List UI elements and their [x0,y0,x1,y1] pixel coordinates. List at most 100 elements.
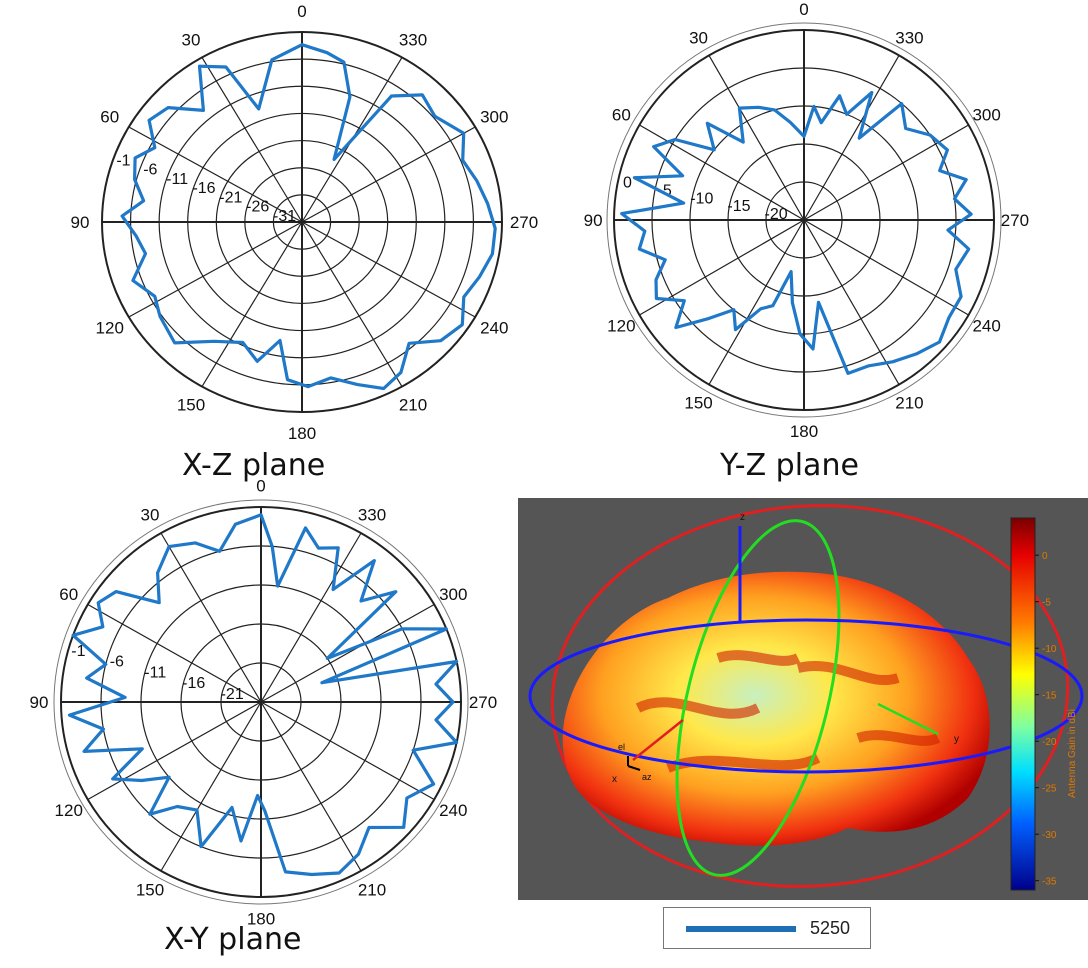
polar-grid-spoke [708,219,805,385]
radial-tick-label: -15 [727,198,750,215]
x-axis-label: x [612,774,617,785]
x-axis [632,719,684,761]
angle-tick-label: 60 [612,106,631,125]
radial-tick-label: -6 [143,162,157,179]
colorbar-tick-label: -10 [1042,644,1057,655]
radial-tick-label: -16 [182,675,205,692]
polar-grid-spoke [301,221,403,387]
angle-tick-label: 210 [399,396,427,415]
angle-tick-label: 300 [972,106,1000,125]
antenna-pattern-surface [562,571,990,846]
az-axis-label: az [642,772,652,782]
legend: 5250 [663,907,871,949]
radial-tick-label: -6 [110,654,124,671]
z-axis-label: z [740,512,745,523]
radial-tick-label: -20 [765,206,788,223]
az-axis [627,765,641,771]
y-axis [877,702,939,736]
polar-grid-spoke [260,603,435,703]
angle-tick-label: 150 [177,396,205,415]
polar-grid-spoke [128,221,303,318]
angle-tick-label: 0 [297,2,306,21]
polar-outer-border [53,499,469,905]
angle-tick-label: 60 [100,108,119,127]
angle-tick-label: 270 [1001,211,1029,230]
yz-ring [675,519,841,877]
angle-tick-label: 90 [71,213,90,232]
legend-label: 5250 [810,918,851,938]
angle-tick-label: 330 [399,30,427,49]
polar-grid-spoke [260,532,362,703]
3d-radiation-pattern: z y x az el 0 -5 -10 -15 -20 -25 -30 -35 Antenn… [518,498,1088,900]
angle-tick-label: 120 [607,316,635,335]
polar-grid-spoke [260,701,435,801]
colorbar-label: Antenna Gain in dBi [1067,709,1078,798]
radial-tick-label: -21 [219,189,242,206]
radial-tick-label: -11 [144,664,166,681]
polar-grid-spoke [201,221,303,387]
angle-tick-label: 120 [55,801,83,820]
pattern-lobes [635,650,941,773]
angle-tick-label: 240 [439,801,467,820]
polar-plot-xy: 0 30 60 90 120 150 180 210 240 270 300 330 -1 -6 -11 -1… [0,477,520,963]
colorbar [1010,517,1036,891]
y-axis-label: y [954,734,959,745]
angle-tick-label: 150 [136,880,164,899]
angle-tick-label: 30 [182,30,201,49]
plot-title-yz: Y-Z plane [720,448,859,483]
polar-grid-spoke [639,219,805,316]
radial-tick-label: -16 [192,180,215,197]
angle-tick-label: 120 [96,318,124,337]
polar-plot-yz: 0 30 60 90 120 150 180 210 240 270 300 330 0 -5 -10 -15… [560,0,1088,483]
polar-grid-spoke [160,701,262,872]
polar-xz-svg: 0 30 60 90 120 150 180 210 240 270 300 330 -1 -6 -11-1… [71,2,539,443]
colorbar-ticks: 0 -5 -10 -15 -20 -25 -30 -35 [1035,551,1057,888]
angle-tick-label: 330 [358,506,386,525]
polar-grid-spoke [803,219,969,316]
3d-pattern-svg: z y x az el 0 -5 -10 -15 -20 -25 -30 -35 Antenn… [518,498,1088,900]
polar-grid-spoke [301,126,476,223]
angle-tick-label: 30 [141,506,160,525]
angle-tick-label: 270 [510,213,538,232]
polar-grid-spoke [708,55,805,221]
radial-tick-label: -1 [116,152,130,169]
angle-tick-label: 180 [247,909,275,928]
polar-grid-spoke [87,603,262,703]
gain-pattern-curve [120,43,497,391]
gain-pattern-curve [620,90,973,375]
colorbar-tick-label: -15 [1042,691,1057,702]
polar-grid-spoke [160,532,262,703]
azimuth-ring [528,618,1084,774]
angle-tick-label: 180 [790,422,818,441]
colorbar-tick-label: -20 [1042,737,1057,748]
polar-grid-spoke [260,701,362,872]
polar-outer-border [606,22,1002,418]
angle-tick-label: 150 [684,394,712,413]
angle-tick-label: 330 [895,28,923,47]
colorbar-tick-label: -30 [1042,830,1057,841]
polar-grid-spoke [201,57,303,223]
elevation-ring [550,504,1070,888]
angle-tick-label: 180 [288,424,316,443]
radial-tick-label: -10 [690,190,713,207]
radial-tick-label: -1 [71,643,85,660]
colorbar-tick-label: 0 [1042,551,1048,562]
polar-grid-spoke [87,701,262,801]
radial-tick-label: -31 [273,208,296,225]
radial-tick-label: -21 [221,686,244,703]
polar-grid-spoke [803,55,900,221]
radial-tick-label: -11 [166,171,188,188]
angle-tick-label: 30 [689,28,708,47]
polar-grid-spoke [128,126,303,223]
polar-grid-spoke [803,219,900,385]
colorbar-tick-label: -25 [1042,784,1057,795]
angle-tick-label: 210 [895,394,923,413]
angle-tick-label: 0 [799,0,808,19]
radial-tick-label: 0 [623,174,632,191]
angle-tick-label: 60 [59,585,78,604]
plot-title-xz: X-Z plane [182,448,326,483]
angle-tick-label: 240 [480,318,508,337]
polar-plot-xz: 0 30 60 90 120 150 180 210 240 270 300 330 -1 -6 -11 -1… [0,0,560,483]
el-axis-label: el [618,742,625,752]
